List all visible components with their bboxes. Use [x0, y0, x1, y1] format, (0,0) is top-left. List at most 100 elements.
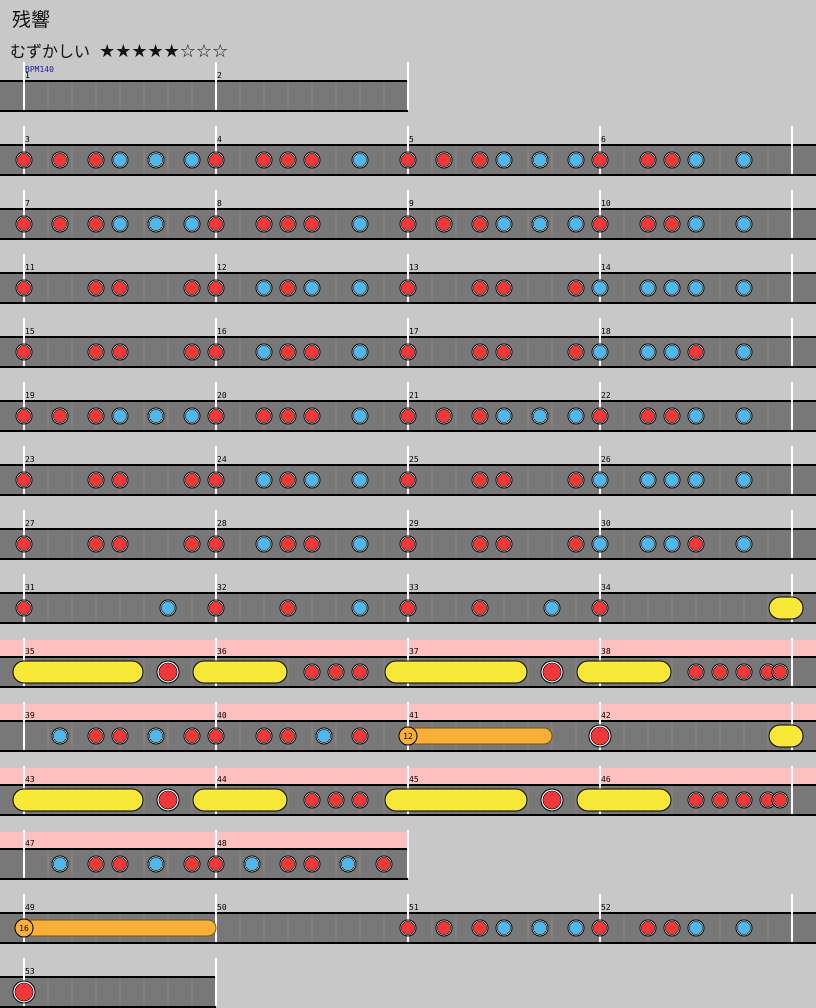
measure-number: 48: [217, 839, 227, 848]
ka-note: [149, 153, 163, 167]
don-note: [665, 921, 679, 935]
don-note: [305, 345, 319, 359]
measure-number: 5: [409, 135, 414, 144]
measure-number: 25: [409, 455, 419, 464]
ka-note: [593, 281, 607, 295]
drumroll-note: [12, 660, 144, 684]
don-note: [209, 345, 223, 359]
ka-note: [305, 281, 319, 295]
don-note: [209, 601, 223, 615]
measure-number: 8: [217, 199, 222, 208]
ka-note: [665, 345, 679, 359]
don-note: [281, 729, 295, 743]
measure-number: 37: [409, 647, 419, 656]
ka-note: [53, 729, 67, 743]
don-note: [437, 409, 451, 423]
ka-note: [353, 601, 367, 615]
don-note: [281, 281, 295, 295]
measure-number: 19: [25, 391, 35, 400]
measure-number: 38: [601, 647, 611, 656]
don-note: [497, 345, 511, 359]
measure-number: 3: [25, 135, 30, 144]
balloon-note: [407, 727, 553, 745]
ka-note: [641, 473, 655, 487]
drumroll-note: [384, 660, 528, 684]
ka-note: [353, 409, 367, 423]
don-note: [185, 537, 199, 551]
ka-note: [689, 281, 703, 295]
don-note: [185, 473, 199, 487]
lane-bottom-border: [0, 1006, 216, 1008]
ka-note: [569, 153, 583, 167]
ka-note: [113, 153, 127, 167]
measure-number: 29: [409, 519, 419, 528]
don-note: [689, 537, 703, 551]
don-note: [257, 409, 271, 423]
don-note: [401, 409, 415, 423]
ka-note: [665, 473, 679, 487]
don-note: [569, 537, 583, 551]
don-note: [329, 793, 343, 807]
measure-number: 22: [601, 391, 611, 400]
drumroll-note: [576, 788, 672, 812]
don-note: [473, 281, 487, 295]
measure-number: 11: [25, 263, 35, 272]
ka-note: [497, 409, 511, 423]
ka-note: [545, 601, 559, 615]
difficulty-stars: ★★★★★☆☆☆: [99, 41, 229, 62]
measure-number: 21: [409, 391, 419, 400]
measure-number: 23: [25, 455, 35, 464]
measure-number: 36: [217, 647, 227, 656]
don-note: [401, 281, 415, 295]
ka-note: [641, 345, 655, 359]
don-note: [689, 665, 703, 679]
balloon-head: [398, 726, 418, 746]
drumroll-note: [768, 596, 804, 620]
lane-bottom-border: [0, 430, 816, 432]
ka-note: [497, 921, 511, 935]
don-note: [377, 857, 391, 871]
don-big-note: [542, 790, 562, 810]
lane-bottom-border: [0, 622, 816, 624]
measure-number: 13: [409, 263, 419, 272]
measure-number: 15: [25, 327, 35, 336]
don-note: [665, 153, 679, 167]
don-big-note: [158, 662, 178, 682]
ka-note: [149, 857, 163, 871]
don-note: [353, 729, 367, 743]
measure-number: 47: [25, 839, 35, 848]
don-note: [353, 793, 367, 807]
don-note: [305, 793, 319, 807]
ka-note: [149, 409, 163, 423]
ka-note: [185, 153, 199, 167]
don-note: [185, 729, 199, 743]
don-note: [209, 409, 223, 423]
don-note: [401, 473, 415, 487]
don-note: [53, 153, 67, 167]
ka-note: [185, 217, 199, 231]
ka-note: [353, 153, 367, 167]
don-note: [281, 153, 295, 167]
don-note: [401, 921, 415, 935]
lane: [0, 82, 408, 110]
measure-number: 45: [409, 775, 419, 784]
balloon-count: 12: [403, 732, 413, 741]
ka-note: [689, 409, 703, 423]
don-note: [209, 473, 223, 487]
measure-number: 52: [601, 903, 611, 912]
lane-bottom-border: [0, 110, 408, 112]
lane-bottom-border: [0, 814, 816, 816]
ka-note: [161, 601, 175, 615]
don-note: [401, 601, 415, 615]
don-note: [305, 153, 319, 167]
don-note: [113, 345, 127, 359]
ka-note: [689, 217, 703, 231]
don-note: [473, 537, 487, 551]
ka-note: [353, 473, 367, 487]
don-big-note: [542, 662, 562, 682]
difficulty-line: むずかしい ★★★★★☆☆☆: [10, 38, 228, 62]
don-note: [305, 537, 319, 551]
don-note: [737, 665, 751, 679]
don-note: [89, 857, 103, 871]
ka-note: [689, 153, 703, 167]
